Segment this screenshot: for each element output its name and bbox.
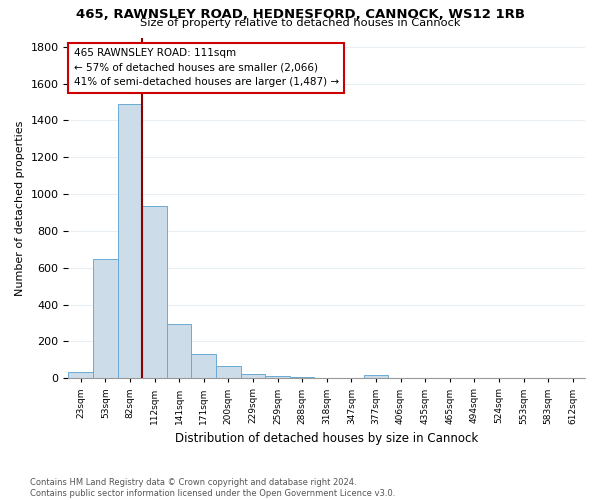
Bar [364,375,388,378]
X-axis label: Distribution of detached houses by size in Cannock: Distribution of detached houses by size … [175,432,478,445]
Bar [241,374,265,378]
Bar [191,354,216,378]
Bar [167,324,191,378]
Bar [216,366,241,378]
Text: Size of property relative to detached houses in Cannock: Size of property relative to detached ho… [140,18,460,28]
Bar [118,104,142,378]
Bar [265,376,290,378]
Text: 465, RAWNSLEY ROAD, HEDNESFORD, CANNOCK, WS12 1RB: 465, RAWNSLEY ROAD, HEDNESFORD, CANNOCK,… [76,8,524,20]
Text: 465 RAWNSLEY ROAD: 111sqm
← 57% of detached houses are smaller (2,066)
41% of se: 465 RAWNSLEY ROAD: 111sqm ← 57% of detac… [74,48,338,88]
Bar [142,206,167,378]
Y-axis label: Number of detached properties: Number of detached properties [15,120,25,296]
Text: Contains HM Land Registry data © Crown copyright and database right 2024.
Contai: Contains HM Land Registry data © Crown c… [30,478,395,498]
Bar [68,372,93,378]
Bar [93,258,118,378]
